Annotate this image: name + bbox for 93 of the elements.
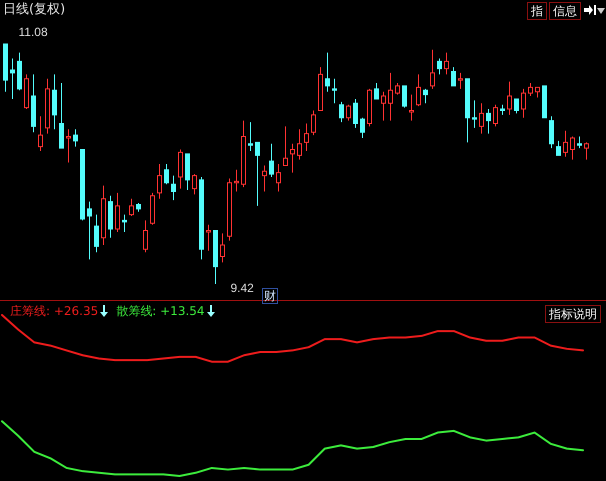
candlestick xyxy=(206,224,211,252)
candlestick xyxy=(171,175,176,201)
candlestick xyxy=(3,44,8,92)
candlestick xyxy=(157,164,162,200)
candlestick xyxy=(59,82,64,149)
candlestick xyxy=(304,123,309,152)
text: 散筹线: +13.54 xyxy=(116,304,205,318)
candlestick xyxy=(416,74,421,107)
candlestick xyxy=(339,101,344,123)
candlestick xyxy=(493,104,498,127)
candlestick xyxy=(101,185,106,246)
candlestick xyxy=(311,110,316,136)
candlestick xyxy=(241,120,246,188)
candlestick xyxy=(395,82,400,96)
candlestick xyxy=(122,214,127,232)
candlestick xyxy=(542,85,547,118)
candlestick xyxy=(227,178,232,242)
text: 指 xyxy=(527,2,547,20)
candlestick xyxy=(402,85,407,108)
candlestick xyxy=(73,128,78,148)
candlestick xyxy=(269,143,274,178)
candlestick xyxy=(423,88,428,104)
candlestick xyxy=(528,82,533,97)
candlestick xyxy=(185,153,190,191)
candlestick xyxy=(472,100,477,128)
candlestick xyxy=(360,117,365,138)
candlestick xyxy=(500,104,505,116)
candlestick xyxy=(444,52,449,75)
candlestick xyxy=(514,98,519,114)
annotation: 9.42 xyxy=(230,281,254,295)
candlestick xyxy=(94,214,99,253)
text: 11.08 xyxy=(18,25,48,39)
text: 财 xyxy=(262,288,278,304)
candlestick xyxy=(318,66,323,112)
candlestick xyxy=(437,58,442,75)
candlestick xyxy=(367,88,372,127)
candlestick xyxy=(108,195,113,238)
candlestick xyxy=(290,143,295,174)
candlestick xyxy=(52,74,57,130)
candlestick xyxy=(486,108,491,134)
candlestick xyxy=(136,202,141,212)
candlestick xyxy=(374,82,379,100)
candlestick xyxy=(556,140,561,156)
candlestick xyxy=(31,74,36,133)
candlestick xyxy=(381,91,386,122)
candlestick xyxy=(80,149,85,221)
candlestick xyxy=(570,136,575,160)
candlestick xyxy=(409,94,414,122)
candlestick xyxy=(150,192,155,226)
candlestick xyxy=(535,86,540,98)
candlestick xyxy=(234,169,239,192)
candlestick xyxy=(262,164,267,192)
candlestick xyxy=(255,142,260,206)
candlestick xyxy=(507,81,512,116)
candlestick xyxy=(10,58,15,100)
candlestick xyxy=(115,192,120,232)
candlestick xyxy=(465,78,470,143)
candlestick xyxy=(479,102,484,134)
candlestick xyxy=(143,220,148,253)
candlestick xyxy=(66,128,71,164)
candlestick xyxy=(24,74,29,110)
candlestick xyxy=(38,116,43,152)
candlestick xyxy=(521,88,526,118)
candlestick xyxy=(199,176,204,260)
candlestick xyxy=(325,52,330,92)
annotation: 指标说明 xyxy=(545,305,601,323)
candlestick xyxy=(192,174,197,195)
candlestick xyxy=(17,52,22,91)
candlestick xyxy=(129,198,134,217)
series-label: 庄筹线: +26.35 xyxy=(10,304,98,318)
candlestick xyxy=(248,122,253,152)
chart-title: 日线(复权) xyxy=(3,2,66,17)
candlestick xyxy=(283,126,288,166)
candlestick xyxy=(584,142,589,160)
candlestick xyxy=(45,78,50,134)
text: 信息 xyxy=(549,2,581,20)
candlestick xyxy=(346,104,351,122)
candlestick xyxy=(451,66,456,86)
candlestick xyxy=(220,232,225,263)
candlestick xyxy=(87,201,92,260)
candlestick xyxy=(353,98,358,128)
candlestick xyxy=(430,49,435,90)
candlestick xyxy=(213,230,218,284)
candlestick xyxy=(332,78,337,104)
candlestick xyxy=(164,164,169,185)
candlestick xyxy=(388,72,393,122)
candlestick xyxy=(178,149,183,190)
candlestick xyxy=(577,136,582,149)
candlestick xyxy=(297,128,302,160)
candlestick xyxy=(563,130,568,158)
candlestick xyxy=(276,164,281,192)
candlestick xyxy=(458,72,463,90)
candlestick xyxy=(549,116,554,149)
